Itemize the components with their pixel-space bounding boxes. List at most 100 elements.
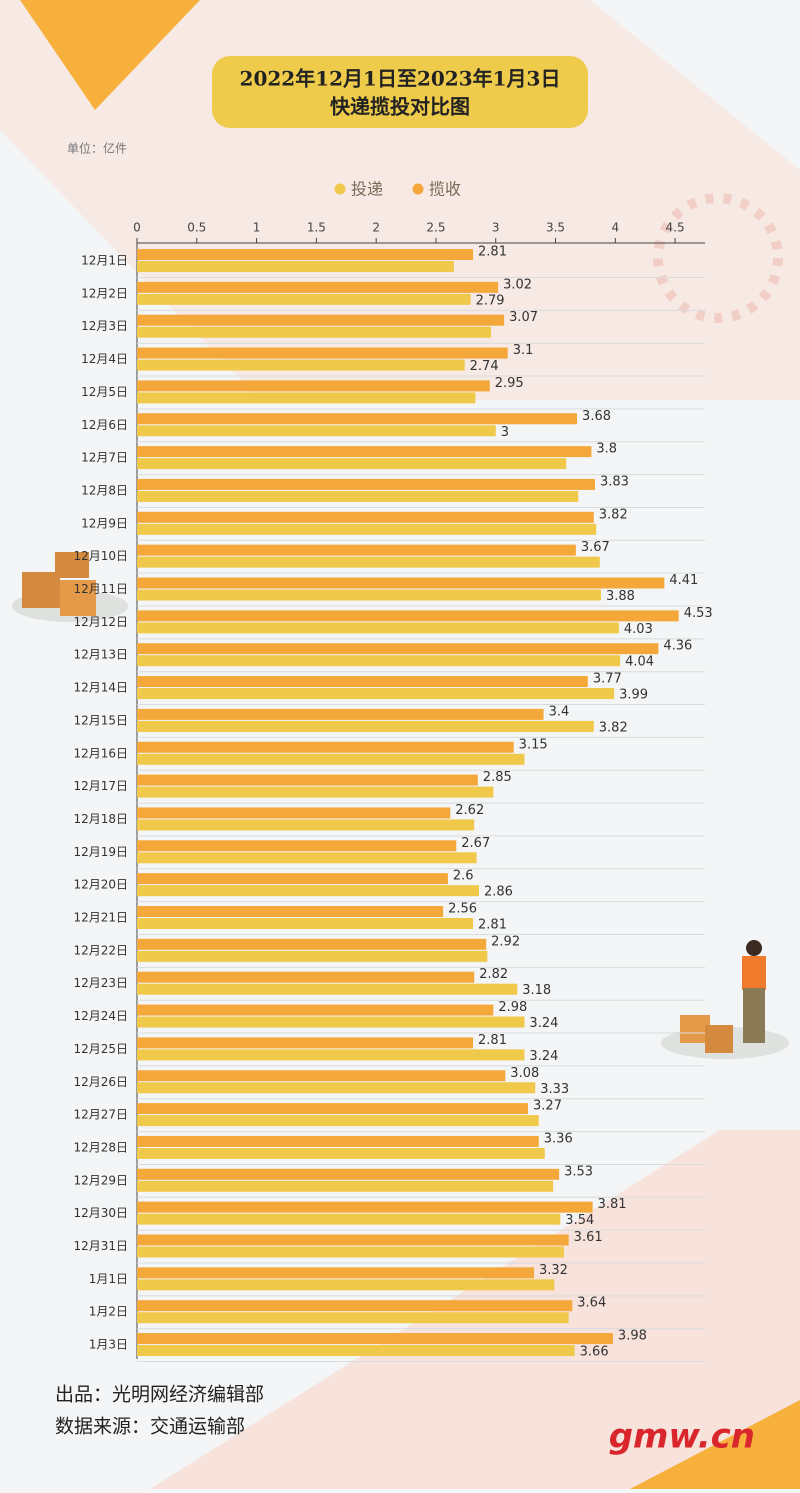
bar [137, 1135, 539, 1147]
bar [137, 261, 454, 272]
decor-box [60, 580, 96, 616]
bar [137, 1267, 535, 1279]
y-tick-label: 12月18日 [73, 812, 128, 826]
value-label: 3.67 [581, 540, 610, 555]
bar [137, 1201, 593, 1213]
bar [137, 1147, 545, 1159]
value-label: 3.08 [510, 1066, 539, 1081]
bar [137, 622, 619, 634]
value-label: 3.24 [529, 1049, 558, 1064]
value-label: 3.33 [540, 1082, 569, 1097]
bar [137, 1333, 613, 1345]
value-label: 3.18 [522, 983, 551, 998]
value-label: 4.41 [669, 573, 698, 588]
bar [137, 873, 448, 885]
bar [137, 1213, 561, 1225]
value-label: 3 [501, 425, 509, 440]
bar [137, 478, 595, 490]
value-label: 3.27 [533, 1099, 562, 1114]
y-tick-label: 12月26日 [73, 1075, 128, 1089]
value-label: 3.81 [598, 1197, 627, 1212]
bar [137, 1004, 494, 1016]
y-tick-label: 12月14日 [73, 681, 128, 695]
value-label: 4.03 [624, 622, 653, 637]
chart-title: 快递揽投对比图 [330, 95, 470, 119]
decor-box [55, 552, 89, 578]
decor-person [746, 940, 762, 956]
y-tick-label: 12月7日 [81, 451, 128, 465]
bar [137, 950, 488, 962]
bar [137, 556, 600, 568]
value-label: 2.62 [455, 803, 484, 818]
y-tick-label: 12月4日 [81, 352, 128, 366]
legend-swatch [412, 183, 424, 195]
bar [137, 741, 514, 753]
bar [137, 643, 659, 655]
value-label: 2.82 [479, 967, 508, 982]
y-tick-label: 12月30日 [73, 1206, 128, 1220]
title-box [212, 56, 588, 128]
bar [137, 885, 479, 897]
x-tick-label: 2 [372, 221, 380, 235]
legend-swatch [334, 183, 346, 195]
value-label: 3.07 [509, 310, 538, 325]
bar [137, 1070, 506, 1082]
bar [137, 347, 508, 359]
x-tick-label: 3 [492, 221, 500, 235]
decor-person [742, 956, 766, 990]
value-label: 3.4 [549, 704, 570, 719]
decor-circle [653, 193, 783, 323]
bar [137, 840, 457, 852]
bar [137, 544, 576, 556]
y-tick-label: 12月5日 [81, 385, 128, 399]
value-label: 3.36 [544, 1131, 573, 1146]
bar [137, 1300, 573, 1312]
y-tick-label: 12月29日 [73, 1173, 128, 1187]
bar [137, 425, 496, 437]
bar [137, 708, 544, 720]
bar [137, 523, 597, 535]
bar [137, 446, 592, 458]
decor-person [743, 988, 765, 1043]
value-label: 3.64 [577, 1296, 606, 1311]
y-tick-label: 12月19日 [73, 845, 128, 859]
y-tick-label: 12月11日 [73, 582, 128, 596]
x-tick-label: 0 [133, 221, 141, 235]
value-label: 2.74 [470, 359, 499, 374]
value-label: 2.6 [453, 869, 474, 884]
bar [137, 610, 679, 622]
footer-text: 出品：光明网经济编辑部 [55, 1384, 264, 1406]
value-label: 3.83 [600, 474, 629, 489]
x-tick-label: 4 [611, 221, 619, 235]
bar [137, 1103, 529, 1115]
bar [137, 281, 499, 293]
bar [137, 786, 494, 798]
x-tick-label: 4.5 [666, 221, 685, 235]
y-tick-label: 12月10日 [73, 549, 128, 563]
bar [137, 413, 578, 425]
y-tick-label: 12月24日 [73, 1009, 128, 1023]
value-label: 3.68 [582, 409, 611, 424]
chart-title: 2022年12月1日至2023年1月3日 [240, 67, 561, 91]
x-tick-label: 0.5 [187, 221, 206, 235]
x-tick-label: 2.5 [426, 221, 445, 235]
bar [137, 807, 451, 819]
y-tick-label: 12月9日 [81, 516, 128, 530]
value-label: 3.82 [599, 720, 628, 735]
bar [137, 906, 444, 917]
decor-box [705, 1025, 733, 1053]
bar [137, 589, 601, 601]
y-tick-label: 12月23日 [73, 976, 128, 990]
y-tick-label: 12月2日 [81, 286, 128, 300]
value-label: 3.98 [618, 1329, 647, 1344]
bar [137, 511, 594, 523]
value-label: 4.53 [684, 606, 713, 621]
value-label: 3.15 [519, 737, 548, 752]
value-label: 3.53 [564, 1164, 593, 1179]
y-tick-label: 12月13日 [73, 648, 128, 662]
bar [137, 983, 518, 995]
y-tick-label: 12月6日 [81, 418, 128, 432]
bar [137, 1234, 569, 1246]
bar [137, 1246, 564, 1258]
legend-label: 投递 [351, 180, 383, 199]
